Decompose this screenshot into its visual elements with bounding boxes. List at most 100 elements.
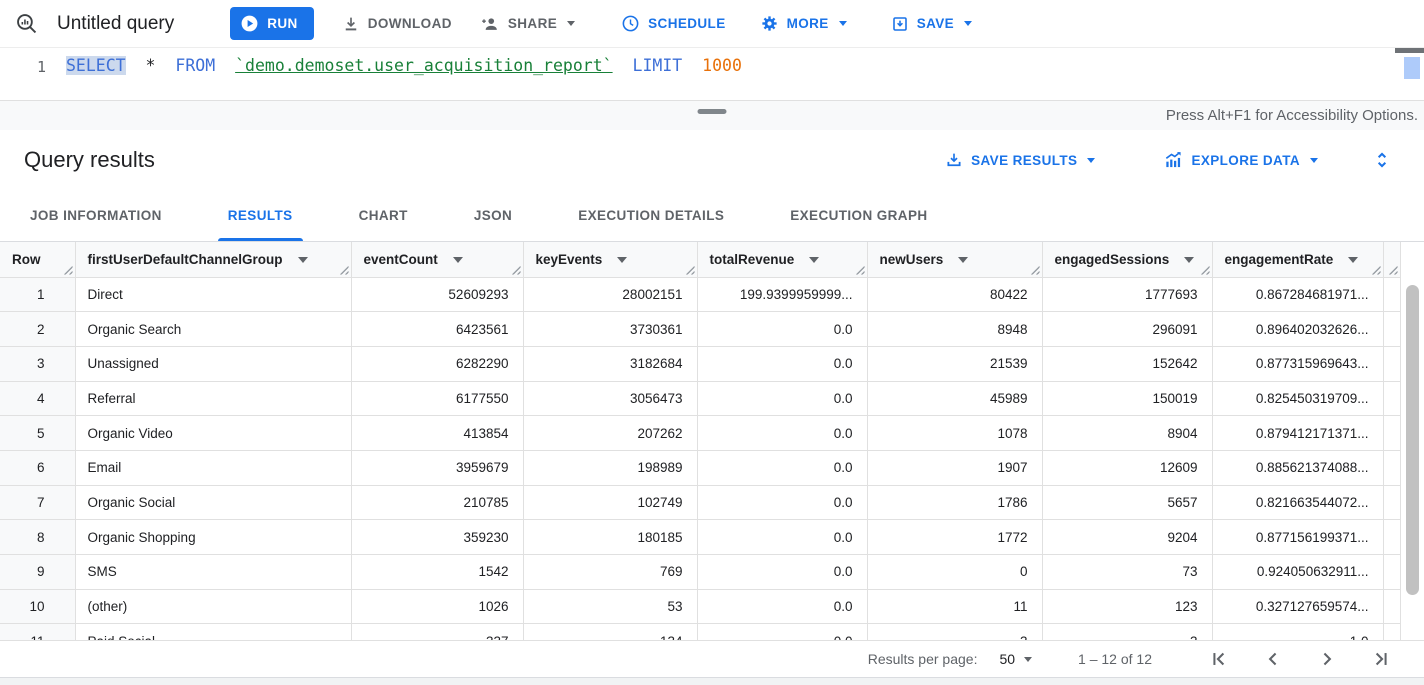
data-cell (1383, 623, 1401, 640)
line-number: 1 (36, 58, 46, 76)
run-button[interactable]: RUN (230, 7, 314, 40)
tab-execution-details[interactable]: EXECUTION DETAILS (578, 208, 725, 223)
column-menu-caret-icon[interactable] (958, 256, 969, 263)
column-resize-handle[interactable] (511, 265, 521, 275)
table-row: 3 Unassigned 6282290 3182684 0.0 21539 152642 0… (0, 346, 1401, 382)
data-cell: 0.896402032626... (1212, 311, 1384, 347)
data-cell: 3056473 (523, 381, 698, 417)
results-pagination-footer: Results per page: 50 1 – 12 of 12 (0, 640, 1424, 677)
column-menu-caret-icon[interactable] (1184, 256, 1195, 263)
more-button[interactable]: MORE (746, 0, 861, 48)
column-resize-handle[interactable] (685, 265, 695, 275)
page-size-select[interactable]: 50 (999, 651, 1033, 667)
explore-data-button[interactable]: EXPLORE DATA (1147, 142, 1334, 178)
column-header-spacer[interactable] (1383, 242, 1401, 278)
chevron-down-icon (838, 21, 847, 26)
data-cell: 0.825450319709... (1212, 381, 1384, 417)
data-cell: 1772 (867, 519, 1043, 555)
data-cell (1383, 485, 1401, 521)
column-header-Row[interactable]: Row (0, 242, 76, 278)
window-bottom-strip (0, 677, 1424, 685)
column-resize-handle[interactable] (855, 265, 865, 275)
query-magnifier-icon (14, 11, 39, 36)
chevron-down-icon (567, 21, 576, 26)
column-header-engagementRate[interactable]: engagementRate (1212, 242, 1384, 278)
sql-editor[interactable]: 1 SELECT * FROM `demo.demoset.user_acqui… (0, 48, 1424, 100)
query-results-header: Query results SAVE RESULTS (0, 130, 1424, 190)
data-cell: 152642 (1042, 346, 1213, 382)
column-header-newUsers[interactable]: newUsers (867, 242, 1043, 278)
column-header-engagedSessions[interactable]: engagedSessions (1042, 242, 1213, 278)
row-number-cell: 10 (0, 589, 76, 625)
share-button[interactable]: SHARE (466, 0, 589, 48)
data-cell: 0.877156199371... (1212, 519, 1384, 555)
column-menu-caret-icon[interactable] (617, 256, 628, 263)
data-cell: 73 (1042, 554, 1213, 590)
save-results-button[interactable]: SAVE RESULTS (929, 142, 1111, 178)
table-scrollbar-thumb[interactable] (1406, 285, 1419, 595)
column-header-keyEvents[interactable]: keyEvents (523, 242, 698, 278)
data-cell (1383, 554, 1401, 590)
expand-collapse-panel-button[interactable] (1344, 150, 1406, 170)
row-number-cell: 6 (0, 450, 76, 486)
data-cell: 0 (867, 554, 1043, 590)
column-resize-handle[interactable] (339, 265, 349, 275)
column-resize-handle[interactable] (63, 265, 73, 275)
column-resize-handle[interactable] (1388, 265, 1398, 275)
row-number-cell: 4 (0, 381, 76, 417)
splitter-drag-handle[interactable] (697, 109, 727, 114)
data-cell: 134 (523, 623, 698, 640)
data-cell: Organic Social (75, 485, 352, 521)
column-header-firstUserDefaultChannelGroup[interactable]: firstUserDefaultChannelGroup (75, 242, 352, 278)
previous-page-button[interactable] (1261, 647, 1285, 671)
last-page-button[interactable] (1369, 647, 1393, 671)
data-cell (1383, 519, 1401, 555)
data-cell: 0.0 (697, 554, 868, 590)
data-cell: 21539 (867, 346, 1043, 382)
query-title[interactable]: Untitled query (57, 12, 175, 34)
data-cell: 0.0 (697, 450, 868, 486)
table-row: 1 Direct 52609293 28002151 199.9399959999...… (0, 277, 1401, 313)
sql-table-reference-link[interactable]: `demo.demoset.user_acquisition_report` (235, 56, 613, 75)
data-cell: 0.867284681971... (1212, 277, 1384, 313)
tab-job-information[interactable]: JOB INFORMATION (30, 208, 162, 223)
column-menu-caret-icon[interactable] (297, 256, 308, 263)
sql-code-line[interactable]: SELECT * FROM `demo.demoset.user_acquisi… (66, 56, 742, 75)
row-number-cell: 1 (0, 277, 76, 313)
data-cell: 11 (867, 589, 1043, 625)
column-resize-handle[interactable] (1371, 265, 1381, 275)
table-row: 7 Organic Social 210785 102749 0.0 1786 5657 0.… (0, 485, 1401, 521)
results-table-viewport: Row firstUserDefaultChannelGroup eventCoun… (0, 242, 1424, 640)
data-cell: Referral (75, 381, 352, 417)
tab-json[interactable]: JSON (473, 208, 513, 223)
column-menu-caret-icon[interactable] (809, 256, 820, 263)
data-cell: 1542 (351, 554, 524, 590)
data-cell: 150019 (1042, 381, 1213, 417)
column-header-label: engagedSessions (1054, 252, 1170, 268)
tab-execution-graph[interactable]: EXECUTION GRAPH (790, 208, 928, 223)
results-table: Row firstUserDefaultChannelGroup eventCoun… (0, 242, 1401, 640)
tab-chart[interactable]: CHART (358, 208, 408, 223)
column-header-totalRevenue[interactable]: totalRevenue (697, 242, 868, 278)
first-page-icon (1213, 652, 1225, 666)
table-row: 8 Organic Shopping 359230 180185 0.0 1772 9204… (0, 519, 1401, 555)
results-per-page-label: Results per page: (867, 651, 978, 667)
first-page-button[interactable] (1207, 647, 1231, 671)
column-header-eventCount[interactable]: eventCount (351, 242, 524, 278)
tab-results[interactable]: RESULTS (217, 190, 303, 241)
data-cell: 0.877315969643... (1212, 346, 1384, 382)
column-menu-caret-icon[interactable] (452, 256, 463, 263)
save-button[interactable]: SAVE (877, 0, 986, 48)
next-page-button[interactable] (1315, 647, 1339, 671)
row-number-cell: 9 (0, 554, 76, 590)
column-menu-caret-icon[interactable] (1348, 256, 1359, 263)
data-cell (1383, 589, 1401, 625)
clock-icon (621, 14, 640, 33)
column-resize-handle[interactable] (1030, 265, 1040, 275)
save-results-icon (945, 151, 963, 169)
schedule-button[interactable]: SCHEDULE (607, 0, 739, 48)
data-cell: 769 (523, 554, 698, 590)
download-button[interactable]: DOWNLOAD (328, 0, 466, 48)
editor-scrollbar-thumb[interactable] (1404, 57, 1420, 79)
column-resize-handle[interactable] (1200, 265, 1210, 275)
